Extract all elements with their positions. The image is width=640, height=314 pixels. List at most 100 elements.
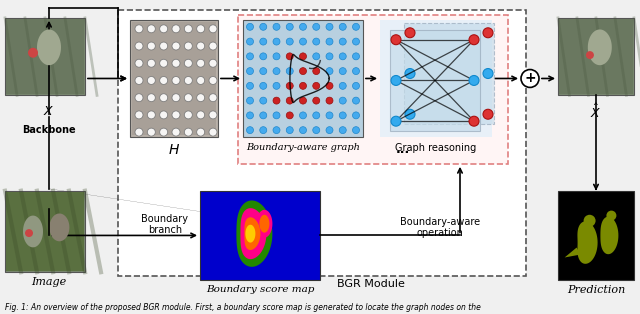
FancyBboxPatch shape bbox=[243, 20, 363, 137]
Circle shape bbox=[326, 38, 333, 45]
Circle shape bbox=[353, 53, 360, 60]
Circle shape bbox=[286, 112, 293, 119]
Circle shape bbox=[196, 128, 205, 136]
Circle shape bbox=[483, 28, 493, 38]
FancyBboxPatch shape bbox=[558, 18, 634, 95]
Polygon shape bbox=[49, 214, 69, 241]
Text: $H$: $H$ bbox=[168, 143, 180, 157]
Circle shape bbox=[184, 111, 193, 119]
Text: Boundary
branch: Boundary branch bbox=[141, 214, 189, 235]
Circle shape bbox=[353, 82, 360, 89]
Circle shape bbox=[326, 23, 333, 30]
Circle shape bbox=[313, 82, 320, 89]
Circle shape bbox=[286, 53, 293, 60]
Circle shape bbox=[300, 82, 307, 89]
Circle shape bbox=[135, 25, 143, 33]
Text: Graph reasoning: Graph reasoning bbox=[396, 143, 477, 153]
Circle shape bbox=[286, 127, 293, 134]
Circle shape bbox=[313, 38, 320, 45]
FancyBboxPatch shape bbox=[118, 10, 526, 276]
Circle shape bbox=[273, 112, 280, 119]
FancyBboxPatch shape bbox=[5, 191, 85, 272]
Circle shape bbox=[147, 128, 156, 136]
Circle shape bbox=[286, 68, 293, 75]
Circle shape bbox=[286, 97, 293, 104]
Circle shape bbox=[135, 128, 143, 136]
Polygon shape bbox=[259, 215, 269, 233]
Circle shape bbox=[339, 97, 346, 104]
Circle shape bbox=[135, 77, 143, 84]
Circle shape bbox=[300, 68, 307, 75]
Polygon shape bbox=[588, 30, 612, 65]
Circle shape bbox=[172, 77, 180, 84]
FancyBboxPatch shape bbox=[380, 20, 492, 137]
Circle shape bbox=[286, 82, 293, 89]
Polygon shape bbox=[257, 210, 273, 238]
Circle shape bbox=[260, 82, 267, 89]
Circle shape bbox=[209, 77, 217, 84]
Circle shape bbox=[209, 25, 217, 33]
Circle shape bbox=[196, 42, 205, 50]
Circle shape bbox=[246, 82, 253, 89]
Circle shape bbox=[313, 127, 320, 134]
Circle shape bbox=[135, 94, 143, 102]
Circle shape bbox=[135, 42, 143, 50]
Text: $\hat{X}$: $\hat{X}$ bbox=[590, 103, 602, 122]
FancyBboxPatch shape bbox=[238, 15, 508, 164]
Circle shape bbox=[246, 53, 253, 60]
Circle shape bbox=[260, 127, 267, 134]
Circle shape bbox=[196, 77, 205, 84]
Circle shape bbox=[159, 59, 168, 67]
Circle shape bbox=[209, 94, 217, 102]
Circle shape bbox=[159, 94, 168, 102]
Circle shape bbox=[172, 111, 180, 119]
Circle shape bbox=[326, 82, 333, 89]
Circle shape bbox=[313, 97, 320, 104]
Circle shape bbox=[469, 116, 479, 126]
Circle shape bbox=[135, 59, 143, 67]
FancyBboxPatch shape bbox=[132, 22, 216, 135]
Circle shape bbox=[300, 38, 307, 45]
Circle shape bbox=[273, 82, 280, 89]
Circle shape bbox=[172, 25, 180, 33]
Circle shape bbox=[260, 97, 267, 104]
Circle shape bbox=[147, 94, 156, 102]
Circle shape bbox=[184, 25, 193, 33]
Text: Fig. 1: An overview of the proposed BGR module. First, a boundary score map is g: Fig. 1: An overview of the proposed BGR … bbox=[5, 303, 481, 312]
Circle shape bbox=[260, 112, 267, 119]
FancyBboxPatch shape bbox=[6, 192, 84, 271]
Circle shape bbox=[353, 97, 360, 104]
Circle shape bbox=[353, 68, 360, 75]
Text: $X$: $X$ bbox=[44, 105, 54, 118]
Circle shape bbox=[147, 111, 156, 119]
Circle shape bbox=[159, 42, 168, 50]
Circle shape bbox=[273, 127, 280, 134]
Circle shape bbox=[339, 53, 346, 60]
Circle shape bbox=[391, 35, 401, 45]
Circle shape bbox=[339, 23, 346, 30]
FancyBboxPatch shape bbox=[404, 23, 494, 124]
Polygon shape bbox=[37, 30, 61, 65]
Circle shape bbox=[339, 82, 346, 89]
Circle shape bbox=[326, 53, 333, 60]
Circle shape bbox=[339, 68, 346, 75]
Circle shape bbox=[391, 75, 401, 85]
Text: Backbone: Backbone bbox=[22, 125, 76, 135]
Circle shape bbox=[313, 23, 320, 30]
Circle shape bbox=[172, 42, 180, 50]
Circle shape bbox=[391, 116, 401, 126]
Circle shape bbox=[300, 112, 307, 119]
Circle shape bbox=[209, 59, 217, 67]
Circle shape bbox=[209, 42, 217, 50]
Circle shape bbox=[273, 97, 280, 104]
Circle shape bbox=[159, 25, 168, 33]
Circle shape bbox=[246, 97, 253, 104]
Polygon shape bbox=[241, 208, 266, 259]
Circle shape bbox=[28, 48, 38, 58]
Text: BGR Module: BGR Module bbox=[337, 279, 405, 289]
Circle shape bbox=[326, 97, 333, 104]
Circle shape bbox=[184, 42, 193, 50]
Circle shape bbox=[184, 94, 193, 102]
Text: Boundary score map: Boundary score map bbox=[206, 285, 314, 294]
Circle shape bbox=[286, 38, 293, 45]
